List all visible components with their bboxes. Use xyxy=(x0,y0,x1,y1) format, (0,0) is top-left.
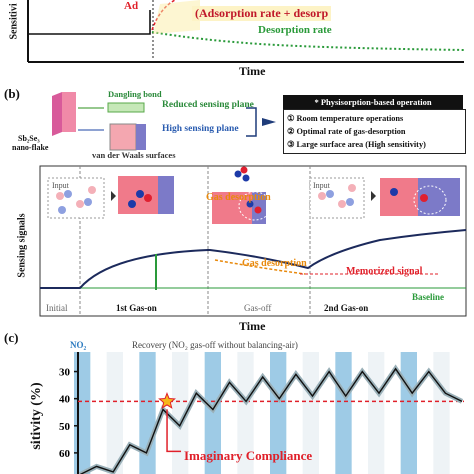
gas-on-band xyxy=(270,352,287,474)
gas-on-band xyxy=(335,352,352,474)
gas-on-band xyxy=(172,352,189,474)
panel-c-chart: 60 50 40 30 xyxy=(59,352,464,474)
panel-a-ads-formula: (Adsorption rate + desorp xyxy=(192,6,332,21)
y-tick-label: 50 xyxy=(59,421,71,433)
y-tick-label: 30 xyxy=(59,367,71,379)
gas-on-band xyxy=(237,352,254,474)
sensing-ylabel: Sensing signals xyxy=(16,213,28,278)
gas-on-band xyxy=(368,352,385,474)
compliance-label: Imaginary Compliance xyxy=(184,448,313,463)
gas-on-band xyxy=(433,352,450,474)
phys-item-2: ② Optimal rate of gas-desorption xyxy=(287,127,406,136)
panel-a-plot xyxy=(27,0,465,63)
memorized-signal-label: Memorized signal xyxy=(346,266,423,277)
recovery-label: Recovery (NO₂ gas-off without balancing-… xyxy=(132,340,298,350)
panel-c-tag: (c) xyxy=(4,330,19,345)
panel-a-ylabel: Sensitivi xyxy=(8,3,20,40)
phase-gas-off: Gas-off xyxy=(244,303,272,313)
gas-on-band xyxy=(302,352,319,474)
molecule-group-2 xyxy=(318,184,356,208)
reduced-plane-label: Reduced sensing plane xyxy=(162,100,254,110)
panel-c-ylabel: sitivity (%) xyxy=(29,382,44,450)
gas-desorption-label-2: Gas desorption xyxy=(242,258,307,269)
baseline-label: Baseline xyxy=(412,292,445,302)
compliance-star-icon xyxy=(158,392,176,409)
input-label-1: Input xyxy=(52,181,69,190)
input-label-2: Input xyxy=(313,181,330,190)
gas-desorption-label-1: Gas desorption xyxy=(206,192,271,203)
panel-a-xlabel: Time xyxy=(239,64,266,78)
gas-on-band xyxy=(400,352,417,474)
no2-label: NO₂ xyxy=(70,340,87,350)
material-label: Sb₂Se₃ xyxy=(18,134,40,143)
physisorption-list: ① Room temperature operations ② Optimal … xyxy=(283,109,466,154)
phase-gas-on-2: 2nd Gas-on xyxy=(324,303,369,313)
phase-initial: Initial xyxy=(46,303,68,313)
panel-a-partial-label: Ad xyxy=(124,0,139,12)
material-label-2: nano-flake xyxy=(12,143,49,152)
dangling-bond-label: Dangling bond xyxy=(108,89,162,99)
molecule-group-1 xyxy=(56,186,96,214)
y-tick-label: 40 xyxy=(59,394,71,406)
high-plane-label: High sensing plane xyxy=(162,124,239,134)
phys-item-1: ① Room temperature operations xyxy=(287,114,404,123)
gas-on-band xyxy=(204,352,221,474)
physisorption-title: * Physisorption-based operation xyxy=(283,95,463,109)
y-tick-label: 60 xyxy=(59,448,71,460)
gas-on-band xyxy=(74,352,91,474)
panel-b-tag: (b) xyxy=(4,86,20,101)
phys-item-3: ③ Large surface area (High sensitivity) xyxy=(287,140,426,149)
sensing-signal-plot xyxy=(39,165,467,317)
panel-b-xlabel: Time xyxy=(239,319,266,333)
vdw-label: van der Waals surfaces xyxy=(92,150,176,160)
gas-on-band xyxy=(106,352,123,474)
phase-gas-on-1: 1st Gas-on xyxy=(116,303,157,313)
nanoflake-diagram xyxy=(52,92,276,151)
panel-a-des-label: Desorption rate xyxy=(258,24,332,36)
